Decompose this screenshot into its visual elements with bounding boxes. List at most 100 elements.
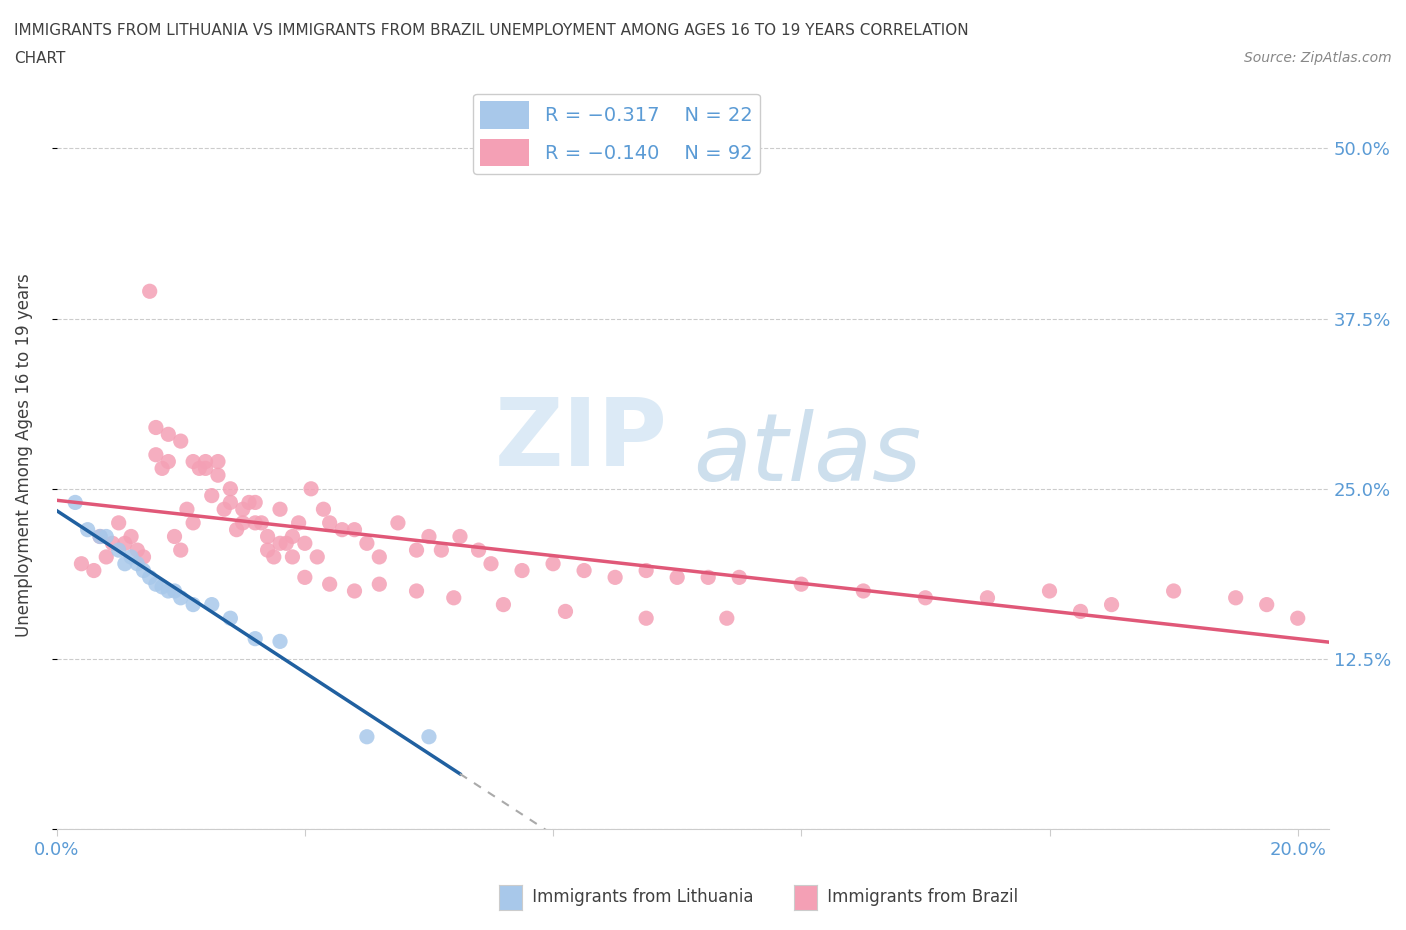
Point (138, 570, 160, 585)
Point (636, 611, 658, 626)
Point (70, 556, 93, 571)
Point (181, 515, 204, 530)
Point (330, 523, 353, 538)
Point (145, 447, 167, 462)
Legend: R = −0.317    N = 22, R = −0.140    N = 92: R = −0.317 N = 22, R = −0.140 N = 92 (472, 94, 761, 174)
Point (269, 502, 291, 517)
Point (96, 550, 118, 565)
Point (636, 563, 658, 578)
Text: atlas: atlas (693, 409, 921, 500)
Point (245, 515, 267, 530)
Point (245, 631, 267, 646)
Point (299, 482, 322, 497)
Point (281, 529, 304, 544)
Point (1163, 583, 1185, 598)
Point (145, 577, 167, 591)
Point (356, 729, 378, 744)
Point (256, 529, 278, 544)
Point (181, 597, 204, 612)
Point (356, 536, 378, 551)
Point (914, 591, 936, 605)
Point (207, 454, 229, 469)
Point (666, 570, 689, 585)
Point (418, 729, 440, 744)
Text: IMMIGRANTS FROM LITHUANIA VS IMMIGRANTS FROM BRAZIL UNEMPLOYMENT AMONG AGES 16 T: IMMIGRANTS FROM LITHUANIA VS IMMIGRANTS … (14, 23, 969, 38)
Point (114, 536, 136, 551)
Text: ZIP: ZIP (495, 393, 668, 485)
Point (263, 550, 285, 565)
Text: Immigrants from Brazil: Immigrants from Brazil (801, 888, 1018, 907)
Point (150, 579, 173, 594)
Point (181, 454, 204, 469)
Text: Source: ZipAtlas.com: Source: ZipAtlas.com (1244, 51, 1392, 65)
Point (250, 515, 273, 530)
Point (554, 604, 576, 618)
Point (107, 543, 129, 558)
Point (510, 563, 533, 578)
Point (65, 495, 87, 510)
Point (790, 577, 813, 591)
Point (207, 468, 229, 483)
Point (225, 523, 247, 538)
Point (194, 461, 217, 476)
Point (976, 591, 998, 605)
Point (114, 556, 136, 571)
Point (132, 563, 155, 578)
Point (201, 597, 224, 612)
Point (467, 543, 489, 558)
Point (238, 495, 260, 510)
Point (541, 556, 564, 571)
Point (307, 550, 329, 565)
Point (368, 550, 391, 565)
Point (127, 556, 149, 571)
Point (201, 488, 224, 503)
Y-axis label: Unemployment Among Ages 16 to 19 years: Unemployment Among Ages 16 to 19 years (15, 272, 32, 637)
Point (852, 583, 875, 598)
Point (1286, 611, 1309, 626)
Point (312, 502, 335, 517)
Point (1256, 597, 1278, 612)
Point (387, 515, 409, 530)
Point (245, 495, 267, 510)
Point (219, 482, 242, 497)
Point (76, 523, 98, 538)
Point (256, 543, 278, 558)
Point (170, 433, 193, 448)
Point (603, 570, 626, 585)
Point (120, 550, 142, 565)
Point (1070, 604, 1092, 618)
Point (163, 583, 186, 598)
Point (150, 461, 173, 476)
Point (1225, 591, 1247, 605)
Point (443, 591, 465, 605)
Point (157, 583, 180, 598)
Point (418, 529, 440, 544)
Point (430, 543, 453, 558)
Point (343, 583, 366, 598)
Point (232, 502, 254, 517)
Point (89, 529, 111, 544)
Point (188, 461, 211, 476)
Point (281, 550, 304, 565)
Point (176, 502, 198, 517)
Point (157, 454, 180, 469)
Point (120, 529, 142, 544)
Point (318, 577, 340, 591)
Point (728, 570, 751, 585)
Point (572, 563, 595, 578)
Point (479, 556, 502, 571)
Text: CHART: CHART (14, 51, 66, 66)
Point (318, 515, 340, 530)
Point (219, 495, 242, 510)
Point (101, 536, 124, 551)
Point (170, 591, 193, 605)
Point (1101, 597, 1123, 612)
Point (276, 536, 298, 551)
Point (287, 515, 309, 530)
Text: Immigrants from Lithuania: Immigrants from Lithuania (506, 888, 754, 907)
Point (449, 529, 471, 544)
Point (405, 543, 427, 558)
Point (163, 529, 186, 544)
Point (343, 523, 366, 538)
Point (145, 420, 167, 435)
